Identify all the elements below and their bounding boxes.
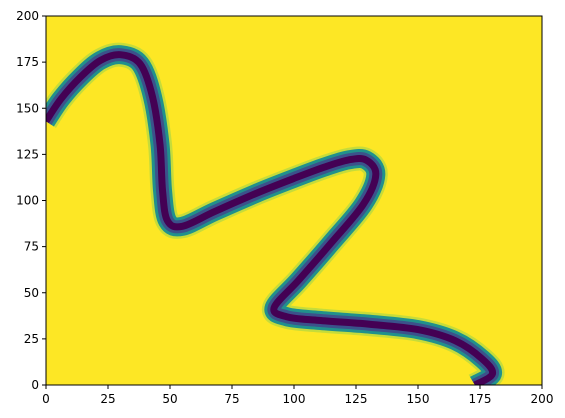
x-tick-label: 125: [345, 392, 368, 406]
y-tick-label: 200: [16, 9, 39, 23]
x-tick-label: 0: [42, 392, 50, 406]
y-tick-label: 150: [16, 101, 39, 115]
y-tick-label: 0: [31, 378, 39, 392]
y-tick-label: 25: [24, 332, 39, 346]
y-tick-label: 75: [24, 240, 39, 254]
y-tick-label: 50: [24, 286, 39, 300]
x-tick-label: 25: [100, 392, 115, 406]
x-tick-label: 50: [162, 392, 177, 406]
x-tick-label: 100: [283, 392, 306, 406]
x-tick-label: 175: [469, 392, 492, 406]
y-tick-label: 125: [16, 147, 39, 161]
x-axis: 0 25 50 75 100 125 150 175 200: [42, 385, 553, 406]
x-tick-label: 75: [224, 392, 239, 406]
band-core: [46, 51, 497, 385]
y-tick-label: 100: [16, 194, 39, 208]
x-tick-label: 150: [407, 392, 430, 406]
x-tick-label: 200: [531, 392, 554, 406]
y-axis: 0 25 50 75 100 125 150 175 200: [16, 9, 46, 392]
band-layers: [46, 42, 505, 385]
y-tick-label: 175: [16, 55, 39, 69]
